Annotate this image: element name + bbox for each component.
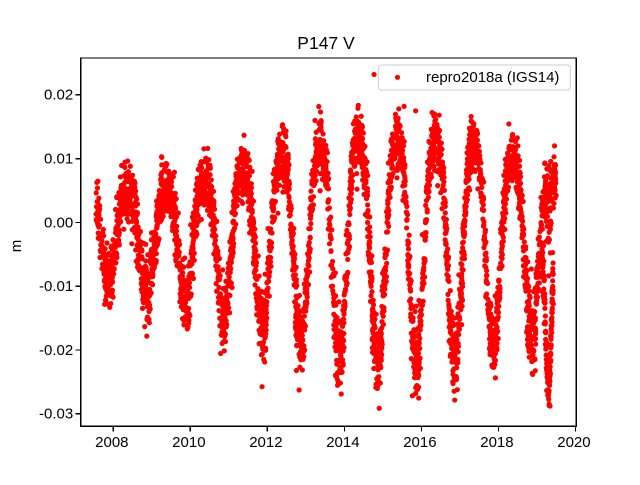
svg-text:-0.02: -0.02: [39, 342, 73, 359]
svg-text:-0.01: -0.01: [39, 278, 73, 295]
svg-text:2018: 2018: [480, 434, 513, 451]
svg-text:2016: 2016: [403, 434, 436, 451]
svg-text:0.00: 0.00: [44, 214, 73, 231]
svg-text:P147 V: P147 V: [297, 33, 355, 53]
svg-text:2010: 2010: [172, 434, 205, 451]
svg-text:2014: 2014: [326, 434, 359, 451]
svg-text:m: m: [8, 240, 25, 253]
svg-text:-0.03: -0.03: [39, 406, 73, 423]
svg-text:repro2018a (IGS14): repro2018a (IGS14): [426, 69, 559, 86]
svg-text:0.02: 0.02: [44, 87, 73, 104]
svg-text:2020: 2020: [557, 434, 590, 451]
svg-text:0.01: 0.01: [44, 151, 73, 168]
svg-text:2012: 2012: [249, 434, 282, 451]
svg-text:2008: 2008: [95, 434, 128, 451]
